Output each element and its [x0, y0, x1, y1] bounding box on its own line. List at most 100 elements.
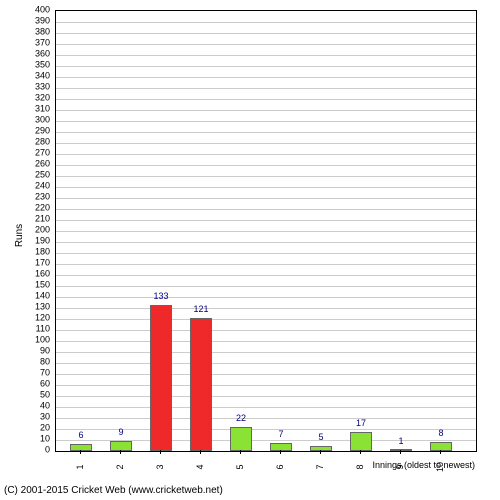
grid-line [56, 121, 476, 122]
x-tick [160, 450, 161, 454]
grid-line [56, 275, 476, 276]
y-tick-label: 150 [20, 281, 50, 290]
bar-value-label: 1 [398, 436, 403, 446]
y-tick-label: 400 [20, 6, 50, 15]
y-tick-label: 50 [20, 391, 50, 400]
grid-line [56, 110, 476, 111]
y-tick-label: 80 [20, 358, 50, 367]
bar [190, 318, 212, 451]
x-tick-label: 3 [155, 457, 165, 477]
y-tick-label: 200 [20, 226, 50, 235]
y-tick-label: 340 [20, 72, 50, 81]
grid-line [56, 154, 476, 155]
y-tick-label: 140 [20, 292, 50, 301]
bar-value-label: 133 [153, 291, 168, 301]
y-tick-label: 310 [20, 105, 50, 114]
x-tick-label: 2 [115, 457, 125, 477]
x-tick [320, 450, 321, 454]
bar-value-label: 17 [356, 418, 366, 428]
grid-line [56, 88, 476, 89]
copyright-text: (C) 2001-2015 Cricket Web (www.cricketwe… [4, 485, 223, 496]
grid-line [56, 220, 476, 221]
x-tick-label: 1 [75, 457, 85, 477]
x-tick [80, 450, 81, 454]
y-tick-label: 60 [20, 380, 50, 389]
y-tick-label: 0 [20, 446, 50, 455]
y-tick-label: 180 [20, 248, 50, 257]
grid-line [56, 418, 476, 419]
chart-container: 6913312122751718 Runs Innings (oldest to… [0, 0, 500, 500]
y-tick-label: 330 [20, 83, 50, 92]
y-tick-label: 210 [20, 215, 50, 224]
x-tick [360, 450, 361, 454]
grid-line [56, 242, 476, 243]
grid-line [56, 363, 476, 364]
x-tick [400, 450, 401, 454]
x-axis-title: Innings (oldest to newest) [372, 460, 475, 470]
grid-line [56, 286, 476, 287]
grid-line [56, 143, 476, 144]
bar-value-label: 121 [193, 304, 208, 314]
y-tick-label: 20 [20, 424, 50, 433]
x-tick-label: 10 [435, 457, 445, 477]
x-tick-label: 8 [355, 457, 365, 477]
bar-value-label: 5 [318, 432, 323, 442]
y-tick-label: 40 [20, 402, 50, 411]
bar [70, 444, 92, 451]
grid-line [56, 55, 476, 56]
grid-line [56, 209, 476, 210]
bar [390, 449, 412, 451]
y-tick-label: 380 [20, 28, 50, 37]
grid-line [56, 99, 476, 100]
x-tick [240, 450, 241, 454]
y-tick-label: 290 [20, 127, 50, 136]
y-tick-label: 170 [20, 259, 50, 268]
y-tick-label: 250 [20, 171, 50, 180]
grid-line [56, 66, 476, 67]
bar-value-label: 8 [438, 428, 443, 438]
grid-line [56, 44, 476, 45]
x-tick [120, 450, 121, 454]
grid-line [56, 187, 476, 188]
bar-value-label: 22 [236, 413, 246, 423]
grid-line [56, 165, 476, 166]
y-tick-label: 220 [20, 204, 50, 213]
grid-line [56, 77, 476, 78]
y-tick-label: 130 [20, 303, 50, 312]
x-tick-label: 6 [275, 457, 285, 477]
bar-value-label: 7 [278, 429, 283, 439]
y-tick-label: 30 [20, 413, 50, 422]
grid-line [56, 374, 476, 375]
grid-line [56, 33, 476, 34]
bar [150, 305, 172, 451]
x-tick [280, 450, 281, 454]
y-tick-label: 90 [20, 347, 50, 356]
bar [110, 441, 132, 451]
bar-value-label: 9 [118, 427, 123, 437]
y-tick-label: 100 [20, 336, 50, 345]
bar-value-label: 6 [78, 430, 83, 440]
bar [270, 443, 292, 451]
x-tick-label: 7 [315, 457, 325, 477]
y-tick-label: 110 [20, 325, 50, 334]
y-tick-label: 70 [20, 369, 50, 378]
grid-line [56, 330, 476, 331]
y-tick-label: 350 [20, 61, 50, 70]
y-tick-label: 190 [20, 237, 50, 246]
grid-line [56, 385, 476, 386]
grid-line [56, 253, 476, 254]
y-tick-label: 320 [20, 94, 50, 103]
grid-line [56, 297, 476, 298]
grid-line [56, 231, 476, 232]
bar [310, 446, 332, 452]
grid-line [56, 308, 476, 309]
x-tick-label: 9 [395, 457, 405, 477]
grid-line [56, 198, 476, 199]
bar [230, 427, 252, 451]
y-tick-label: 240 [20, 182, 50, 191]
y-tick-label: 160 [20, 270, 50, 279]
x-tick-label: 5 [235, 457, 245, 477]
x-tick [200, 450, 201, 454]
grid-line [56, 176, 476, 177]
grid-line [56, 396, 476, 397]
